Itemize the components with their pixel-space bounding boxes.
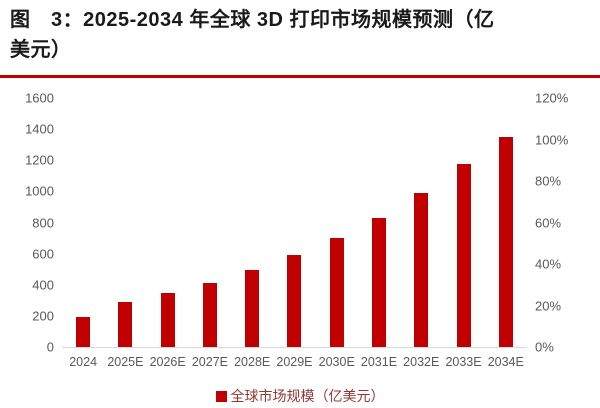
bar-chart: 0 200 400 600 800 1000 1200 1400 1600 0% 20% 40% 60… bbox=[0, 90, 600, 408]
y-axis-right-tick-0%: 0% bbox=[535, 339, 554, 355]
y-axis-left-tick-0: 0 bbox=[46, 339, 54, 355]
y-axis-right-tick-100%: 100% bbox=[535, 132, 569, 147]
x-tick-2032E: 2032E bbox=[403, 355, 440, 369]
bar-2025E bbox=[118, 301, 133, 347]
bar-slot bbox=[442, 98, 484, 347]
legend-label: 全球市场规模（亿美元） bbox=[230, 388, 385, 404]
y-axis-left-tick-400: 400 bbox=[32, 277, 54, 293]
bar-slot bbox=[189, 98, 231, 347]
y-axis-left: 0 200 400 600 800 1000 1200 1400 1600 bbox=[0, 91, 54, 355]
y-axis-right-tick-80%: 80% bbox=[535, 173, 562, 189]
y-axis-right: 0% 20% 40% 60% 80% 100% 120% bbox=[535, 91, 595, 355]
x-tick-2026E: 2026E bbox=[149, 355, 186, 369]
x-tick-2034E: 2034E bbox=[487, 355, 524, 369]
bar-2030E bbox=[329, 238, 344, 347]
title-underline bbox=[0, 75, 600, 78]
y-axis-left-tick-600: 600 bbox=[32, 246, 54, 262]
bar-2026E bbox=[160, 293, 175, 347]
y-axis-right-tick-20%: 20% bbox=[535, 298, 562, 313]
bar-2024 bbox=[76, 316, 91, 347]
y-axis-left-tick-1600: 1600 bbox=[25, 90, 54, 106]
bar-slot bbox=[62, 98, 104, 347]
y-axis-right-tick-60%: 60% bbox=[535, 215, 562, 230]
x-tick-2024: 2024 bbox=[69, 355, 98, 369]
x-tick-2025E: 2025E bbox=[107, 355, 144, 369]
y-axis-left-tick-1000: 1000 bbox=[25, 183, 54, 199]
x-tick-2033E: 2033E bbox=[445, 355, 482, 369]
bar-2028E bbox=[245, 270, 260, 347]
plot-area bbox=[62, 98, 527, 348]
y-axis-left-tick-200: 200 bbox=[32, 308, 54, 324]
bar-2033E bbox=[456, 164, 471, 347]
bar-2027E bbox=[202, 283, 217, 347]
y-axis-right-tick-120%: 120% bbox=[535, 90, 569, 106]
y-axis-left-tick-800: 800 bbox=[32, 215, 54, 230]
figure-title-line1: 图 3：2025-2034 年全球 3D 打印市场规模预测（亿 bbox=[10, 9, 495, 31]
bar-slot bbox=[485, 98, 527, 347]
bar-slot bbox=[400, 98, 442, 347]
chart-legend: 全球市场规模（亿美元） bbox=[0, 386, 600, 406]
x-tick-2031E: 2031E bbox=[360, 355, 398, 369]
y-axis-left-tick-1200: 1200 bbox=[25, 152, 54, 168]
bar-slot bbox=[358, 98, 400, 347]
legend-swatch-icon bbox=[215, 390, 227, 402]
x-axis-labels: 2024 2025E 2026E 2027E 2028E 2029E 2030E 2031E 2… bbox=[62, 355, 527, 369]
bar-2032E bbox=[414, 192, 429, 347]
bar-2029E bbox=[287, 255, 302, 347]
y-axis-left-tick-1400: 1400 bbox=[25, 121, 54, 137]
x-tick-2030E: 2030E bbox=[318, 355, 355, 369]
y-axis-right-tick-40%: 40% bbox=[535, 256, 562, 272]
x-tick-2027E: 2027E bbox=[191, 355, 228, 369]
bar-slot bbox=[316, 98, 358, 347]
figure-title-line2: 美元） bbox=[10, 39, 72, 61]
x-tick-2029E: 2029E bbox=[276, 355, 313, 369]
bar-slot bbox=[104, 98, 146, 347]
bar-slot bbox=[231, 98, 273, 347]
bar-slot bbox=[147, 98, 189, 347]
bar-2031E bbox=[371, 217, 386, 347]
bar-2034E bbox=[498, 136, 513, 347]
x-tick-2028E: 2028E bbox=[234, 355, 271, 369]
figure-title: 图 3：2025-2034 年全球 3D 打印市场规模预测（亿 美元） bbox=[10, 5, 594, 65]
bar-slot bbox=[273, 98, 315, 347]
